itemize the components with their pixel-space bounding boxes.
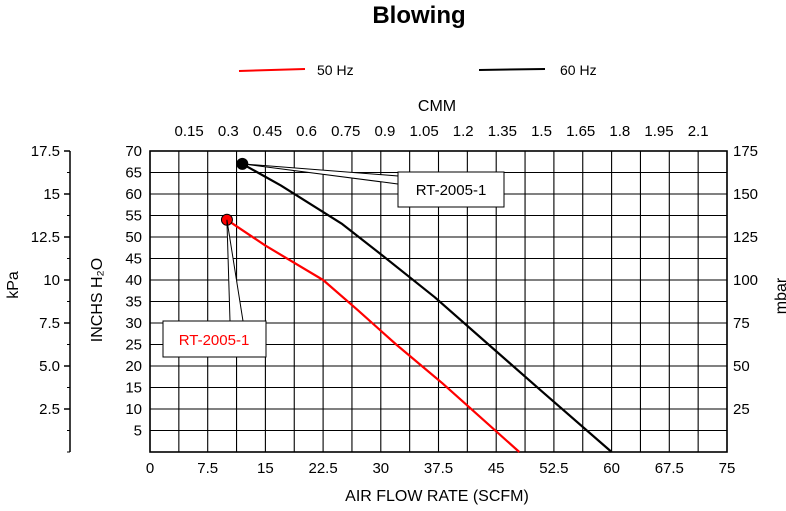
top-tick-label: 0.3 (218, 123, 239, 140)
callout-60hz-label: RT-2005-1 (416, 182, 487, 199)
kpa-tick-label: 2.5 (39, 401, 60, 418)
tick-labels: 0 7.5 15 22.5 30 37.5 45 52.5 60 67.5 750.15 0.3 0.4… (31, 123, 758, 477)
plot-frame (149, 150, 728, 453)
y-tick-label: 25 (125, 337, 142, 354)
x-tick-label: 60 (603, 460, 620, 477)
y-tick-label: 20 (125, 358, 142, 375)
top-tick-label: 1.05 (409, 123, 438, 140)
top-tick-label: 1.95 (644, 123, 673, 140)
kpa-tick-label: 10 (43, 272, 60, 289)
callout-60hz-box (397, 171, 505, 208)
x-tick-label: 52.5 (539, 460, 568, 477)
x-tick-label: 37.5 (424, 460, 453, 477)
top-axis-title: CMM (418, 98, 456, 115)
x-tick-label: 22.5 (308, 460, 337, 477)
top-tick-label: 1.5 (531, 123, 552, 140)
left-axis-title: kPa (5, 271, 22, 299)
x-tick-label: 30 (372, 460, 389, 477)
top-tick-label: 1.2 (453, 123, 474, 140)
y-tick-label: 50 (125, 229, 142, 246)
kpa-tick-label: 17.5 (31, 143, 60, 160)
series-line-60hz (241, 162, 613, 453)
mbar-tick-label: 125 (733, 229, 758, 246)
y-tick-label: 45 (125, 251, 142, 268)
x-tick-label: 67.5 (655, 460, 684, 477)
y-axis-title: INCHS H₂O (89, 258, 106, 342)
chart-title: Blowing (372, 2, 465, 29)
callout-50hz-label: RT-2005-1 (179, 332, 250, 349)
x-tick-label: 75 (719, 460, 736, 477)
x-tick-label: 7.5 (197, 460, 218, 477)
x-tick-label: 15 (257, 460, 274, 477)
y-tick-label: 55 (125, 208, 142, 225)
top-tick-label: 0.6 (296, 123, 317, 140)
y-tick-label: 70 (125, 143, 142, 160)
callout-50hz-box (162, 320, 267, 358)
legend-50hz-label: 50 Hz (317, 62, 354, 78)
mbar-tick-label: 175 (733, 143, 758, 160)
top-tick-label: 2.1 (688, 123, 709, 140)
mbar-tick-label: 75 (733, 315, 750, 332)
y-tick-label: 10 (125, 401, 142, 418)
top-tick-label: 0.9 (374, 123, 395, 140)
y-tick-label: 60 (125, 186, 142, 203)
mbar-tick-label: 150 (733, 186, 758, 203)
callout-50hz-pointer (226, 219, 244, 322)
y-tick-label: 40 (125, 272, 142, 289)
y-tick-label: 15 (125, 380, 142, 397)
y-tick-label: 65 (125, 165, 142, 182)
y-tick-label: 35 (125, 294, 142, 311)
y-tick-label: 5 (134, 423, 142, 440)
kpa-tick-label: 15 (43, 186, 60, 203)
top-tick-label: 0.15 (175, 123, 204, 140)
right-axis-title: mbar (773, 277, 786, 314)
series-line-50hz (226, 218, 521, 453)
x-tick-label: 0 (146, 460, 154, 477)
top-tick-label: 1.65 (566, 123, 595, 140)
mbar-tick-label: 100 (733, 272, 758, 289)
top-tick-label: 1.35 (488, 123, 517, 140)
legend-60hz-label: 60 Hz (560, 62, 597, 78)
x-axis-title: AIR FLOW RATE (SCFM) (345, 488, 529, 505)
top-tick-label: 0.75 (331, 123, 360, 140)
legend-50hz-swatch (238, 68, 306, 72)
legend-60hz-swatch (478, 68, 546, 71)
kpa-tick-label: 7.5 (39, 315, 60, 332)
top-tick-label: 0.45 (253, 123, 282, 140)
y-tick-label: 30 (125, 315, 142, 332)
mbar-tick-label: 25 (733, 401, 750, 418)
top-tick-label: 1.8 (609, 123, 630, 140)
x-tick-label: 45 (488, 460, 505, 477)
kpa-tick-label: 12.5 (31, 229, 60, 246)
kpa-tick-label: 5.0 (39, 358, 60, 375)
mbar-tick-label: 50 (733, 358, 750, 375)
callouts: RT-2005-1 RT-2005-1 (162, 163, 505, 358)
legend: 50 Hz 60 Hz (238, 62, 597, 78)
